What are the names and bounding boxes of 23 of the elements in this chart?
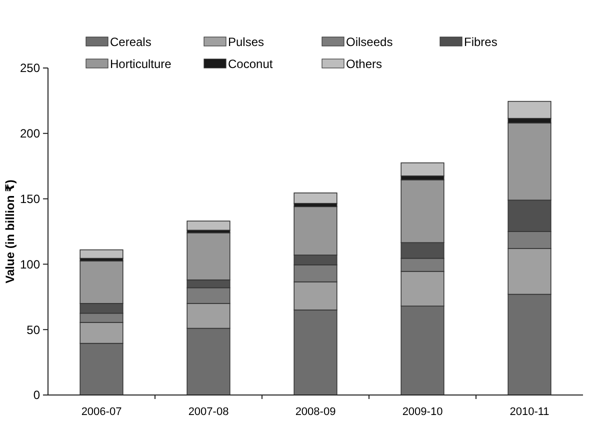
x-tick-label: 2008-09	[295, 406, 336, 418]
legend-label: Coconut	[228, 57, 274, 72]
legend-label: Oilseeds	[346, 35, 393, 50]
y-axis-title: Value (in billion ₹)	[3, 180, 17, 284]
y-tick-label: 100	[20, 257, 40, 272]
legend-label: Others	[346, 57, 382, 72]
x-tick-label: 2010-11	[510, 406, 550, 418]
bar	[186, 220, 230, 231]
bar	[80, 249, 124, 259]
bar	[400, 162, 444, 176]
y-tick-label: 0	[33, 388, 40, 402]
legend-label: Fibres	[464, 35, 498, 50]
legend-label: Horticulture	[110, 57, 172, 72]
x-tick-label: 2007-08	[188, 406, 229, 418]
x-tick-label: 2009-10	[402, 406, 443, 418]
legend-label: Cereals	[110, 35, 152, 50]
bar	[294, 192, 338, 204]
y-tick-label: 200	[20, 126, 40, 141]
y-tick-label: 150	[20, 192, 40, 206]
legend-label: Pulses	[228, 35, 264, 50]
x-tick-label: 2006-07	[81, 406, 122, 418]
y-tick-label: 250	[20, 61, 40, 76]
y-tick-label: 50	[26, 322, 40, 337]
